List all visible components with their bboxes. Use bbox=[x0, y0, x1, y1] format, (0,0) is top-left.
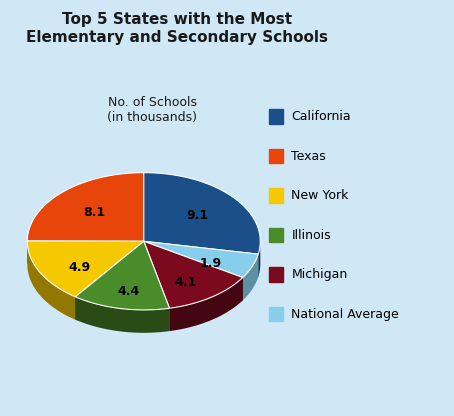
Polygon shape bbox=[144, 241, 243, 300]
Text: Texas: Texas bbox=[291, 149, 326, 163]
Polygon shape bbox=[144, 241, 243, 308]
Text: National Average: National Average bbox=[291, 307, 399, 321]
Polygon shape bbox=[169, 277, 243, 331]
Polygon shape bbox=[144, 241, 243, 300]
Polygon shape bbox=[27, 241, 75, 319]
Text: 4.1: 4.1 bbox=[174, 276, 197, 289]
Polygon shape bbox=[75, 297, 169, 333]
Text: New York: New York bbox=[291, 189, 349, 202]
Polygon shape bbox=[144, 241, 258, 277]
Polygon shape bbox=[144, 173, 260, 254]
FancyBboxPatch shape bbox=[269, 149, 283, 163]
Polygon shape bbox=[144, 241, 169, 331]
Polygon shape bbox=[144, 241, 258, 277]
Text: Illinois: Illinois bbox=[291, 228, 331, 242]
Polygon shape bbox=[27, 241, 144, 264]
Polygon shape bbox=[75, 241, 144, 319]
Text: 4.9: 4.9 bbox=[68, 261, 90, 274]
Polygon shape bbox=[243, 254, 258, 300]
Text: 4.4: 4.4 bbox=[118, 285, 140, 298]
FancyBboxPatch shape bbox=[269, 267, 283, 282]
Text: Michigan: Michigan bbox=[291, 268, 348, 281]
Polygon shape bbox=[75, 241, 169, 310]
Polygon shape bbox=[144, 241, 169, 331]
Text: No. of Schools
(in thousands): No. of Schools (in thousands) bbox=[107, 96, 197, 124]
Text: 8.1: 8.1 bbox=[84, 206, 106, 218]
Polygon shape bbox=[75, 241, 144, 319]
Polygon shape bbox=[258, 241, 260, 277]
Polygon shape bbox=[27, 241, 144, 264]
FancyBboxPatch shape bbox=[269, 109, 283, 124]
FancyBboxPatch shape bbox=[269, 188, 283, 203]
Text: Top 5 States with the Most
Elementary and Secondary Schools: Top 5 States with the Most Elementary an… bbox=[26, 12, 328, 45]
Polygon shape bbox=[144, 241, 258, 277]
Text: 1.9: 1.9 bbox=[200, 257, 222, 270]
Text: 9.1: 9.1 bbox=[187, 208, 209, 222]
FancyBboxPatch shape bbox=[269, 307, 283, 321]
Polygon shape bbox=[27, 241, 144, 297]
Text: California: California bbox=[291, 110, 351, 123]
FancyBboxPatch shape bbox=[269, 228, 283, 242]
Polygon shape bbox=[27, 173, 144, 241]
